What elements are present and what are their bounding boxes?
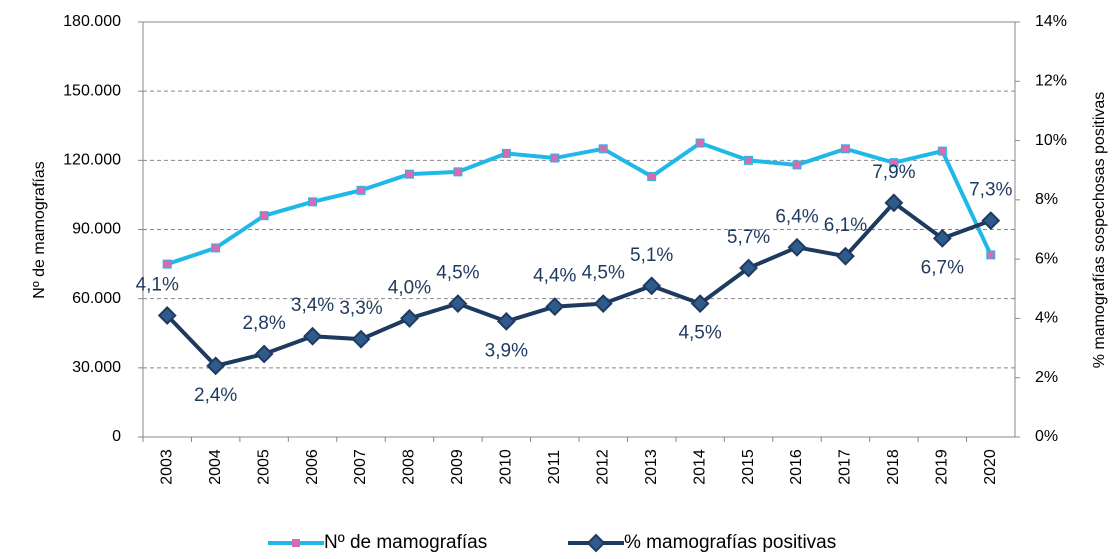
marker — [647, 171, 657, 181]
marker — [598, 144, 608, 154]
y2-tick-label: 8% — [1035, 191, 1058, 208]
x-tick-label: 2003 — [158, 449, 175, 485]
legend-label: % mamografías positivas — [624, 532, 836, 553]
marker — [308, 197, 318, 207]
y2-tick-label: 10% — [1035, 132, 1067, 149]
data-label: 2,8% — [242, 313, 285, 334]
x-tick-label: 2015 — [740, 449, 757, 485]
y2-tick-label: 0% — [1035, 428, 1058, 445]
marker — [981, 211, 1001, 231]
y2-tick-label: 14% — [1035, 13, 1067, 30]
marker — [157, 306, 177, 325]
y2-tick-label: 6% — [1035, 250, 1058, 267]
x-tick-label: 2007 — [352, 449, 369, 485]
series-line — [165, 200, 992, 369]
x-tick-label: 2011 — [546, 450, 563, 485]
marker — [550, 153, 560, 163]
marker — [840, 144, 850, 154]
marker — [545, 297, 565, 316]
marker — [501, 148, 511, 158]
data-label: 3,4% — [291, 295, 334, 316]
marker — [356, 185, 366, 195]
x-tick-label: 2020 — [982, 449, 999, 485]
marker — [744, 155, 754, 165]
marker — [496, 311, 516, 331]
legend-label: Nº de mamografías — [324, 532, 487, 553]
marker — [351, 329, 371, 349]
legend-marker — [292, 539, 300, 547]
data-label: 7,3% — [969, 180, 1012, 201]
marker — [695, 138, 705, 148]
data-label: 4,5% — [582, 263, 625, 284]
data-label: 4,5% — [436, 263, 479, 284]
marker — [932, 228, 952, 248]
data-label: 4,0% — [388, 277, 431, 298]
data-label: 4,4% — [533, 266, 576, 287]
marker — [593, 294, 613, 314]
x-tick-label: 2008 — [401, 449, 418, 485]
marker — [787, 237, 807, 257]
marker — [400, 309, 419, 328]
y-tick-label: 60.000 — [72, 290, 121, 307]
data-label: 5,7% — [727, 227, 770, 248]
x-tick-label: 2018 — [885, 449, 902, 485]
x-tick-label: 2012 — [594, 449, 611, 485]
y2-tick-label: 12% — [1035, 73, 1067, 90]
marker — [453, 167, 463, 177]
data-label: 6,4% — [775, 206, 818, 227]
y-tick-label: 180.000 — [63, 13, 121, 30]
marker — [211, 243, 221, 253]
x-tick-label: 2016 — [788, 449, 805, 485]
y-tick-label: 30.000 — [72, 359, 121, 376]
x-tick-label: 2013 — [643, 449, 660, 485]
marker — [889, 158, 899, 168]
y2-tick-label: 2% — [1035, 369, 1058, 386]
marker — [254, 344, 274, 364]
data-label: 4,5% — [678, 323, 721, 344]
data-label: 7,9% — [872, 162, 915, 183]
marker — [162, 259, 172, 269]
marker — [448, 294, 468, 314]
x-tick-label: 2005 — [255, 449, 272, 485]
x-tick-label: 2014 — [691, 449, 708, 485]
data-label: 4,1% — [136, 274, 179, 295]
marker — [404, 169, 414, 179]
y-tick-label: 120.000 — [63, 152, 121, 169]
y-tick-label: 0 — [112, 428, 121, 445]
data-label: 5,1% — [630, 245, 673, 266]
marker — [792, 160, 802, 170]
data-label: 2,4% — [194, 385, 237, 406]
legend-marker — [586, 533, 606, 553]
x-tick-label: 2017 — [837, 449, 854, 485]
marker — [937, 146, 947, 156]
series-line — [166, 140, 993, 266]
y2-tick-label: 4% — [1035, 310, 1058, 327]
data-label: 3,3% — [339, 298, 382, 319]
data-label: 6,1% — [824, 215, 867, 236]
y-tick-label: 90.000 — [72, 221, 121, 238]
y-axis-title: Nº de mamografías — [31, 161, 48, 298]
y-tick-label: 150.000 — [63, 82, 121, 99]
marker — [884, 193, 904, 213]
marker — [642, 276, 662, 296]
x-tick-label: 2009 — [449, 449, 466, 485]
marker — [836, 246, 855, 266]
x-tick-label: 2006 — [304, 449, 321, 485]
x-tick-label: 2019 — [934, 449, 951, 485]
x-tick-label: 2010 — [498, 449, 515, 485]
marker — [739, 258, 758, 278]
data-label: 6,7% — [921, 257, 964, 278]
marker — [986, 250, 996, 260]
marker — [303, 326, 322, 346]
data-label: 3,9% — [485, 340, 528, 361]
marker — [690, 294, 710, 314]
marker — [206, 356, 226, 376]
x-tick-label: 2004 — [207, 449, 224, 485]
y2-axis-title: % mamografías sospechosas positivas — [1091, 92, 1108, 369]
marker — [259, 211, 269, 221]
